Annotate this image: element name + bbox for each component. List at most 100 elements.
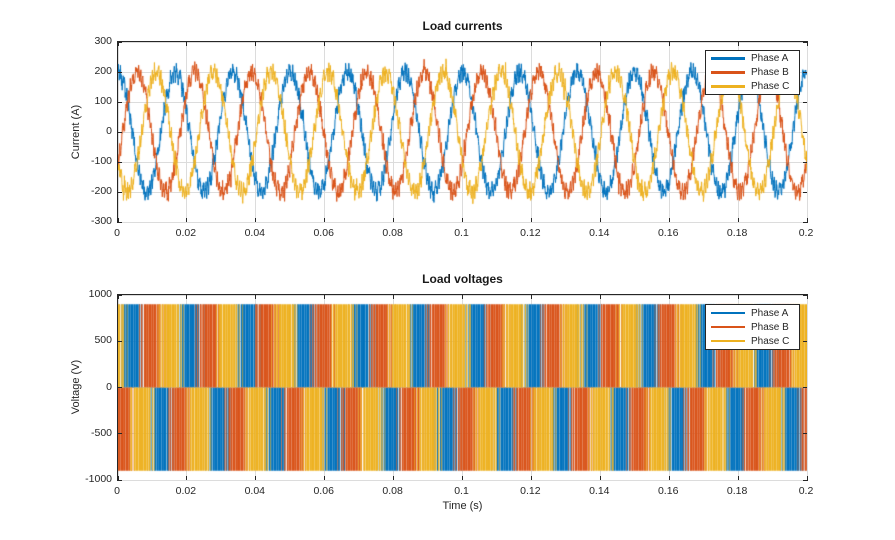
tick-mark (599, 42, 601, 46)
chart-title-load-voltages: Load voltages (422, 272, 503, 286)
legend-load-voltages: Phase A Phase B Phase C (705, 304, 800, 350)
y-tick-label: -500 (90, 426, 112, 439)
tick-mark (118, 294, 122, 296)
tick-mark (186, 218, 188, 222)
tick-mark (668, 476, 670, 480)
tick-mark (117, 476, 119, 480)
tick-mark (462, 218, 463, 222)
x-tick-label: 0.08 (382, 485, 403, 497)
legend-label: Phase A (751, 307, 789, 319)
tick-mark (117, 295, 119, 299)
tick-mark (803, 191, 807, 193)
x-tick-label: 0.08 (382, 227, 403, 239)
phase-a-line-sample (711, 311, 745, 315)
tick-mark (530, 42, 532, 46)
legend-load-currents: Phase A Phase B Phase C (705, 50, 800, 95)
tick-mark (462, 42, 463, 46)
tick-mark (530, 218, 532, 222)
voltages-waveform-canvas (118, 295, 807, 480)
tick-mark (186, 295, 188, 299)
x-tick-label: 0.12 (520, 227, 541, 239)
tick-mark (118, 479, 122, 481)
legend-label: Phase B (751, 321, 789, 333)
tick-mark (255, 476, 257, 480)
phase-b-line-sample (711, 325, 745, 329)
x-tick-label: 0.06 (313, 485, 334, 497)
y-tick-label: 300 (94, 35, 112, 47)
tick-mark (599, 476, 601, 480)
y-axis-label-current: Current (A) (70, 104, 82, 160)
legend-entry-phase-a: Phase A (706, 306, 799, 320)
x-tick-label: 0.1 (454, 227, 469, 239)
tick-mark (737, 295, 739, 299)
tick-mark (806, 476, 808, 480)
x-tick-label: 0.04 (244, 227, 266, 239)
tick-mark (530, 295, 532, 299)
tick-mark (668, 42, 670, 46)
legend-label: Phase B (751, 67, 789, 78)
tick-mark (803, 387, 807, 388)
tick-mark (324, 476, 326, 480)
tick-mark (118, 191, 122, 193)
y-tick-label: 1000 (88, 288, 112, 300)
tick-mark (806, 295, 808, 299)
x-tick-label: 0 (114, 227, 120, 239)
tick-mark (255, 295, 257, 299)
tick-mark (737, 42, 739, 46)
y-tick-label: 200 (94, 65, 112, 77)
legend-label: Phase A (751, 53, 789, 64)
tick-mark (324, 295, 326, 299)
currents-waveform-canvas (118, 42, 807, 222)
tick-mark (255, 218, 257, 222)
tick-mark (737, 218, 739, 222)
tick-mark (393, 295, 395, 299)
phase-a-line-sample (711, 57, 745, 60)
x-tick-label: 0 (114, 485, 120, 497)
tick-mark (803, 340, 807, 342)
y-tick-label: 500 (94, 334, 112, 347)
tick-mark (803, 101, 807, 103)
x-tick-label: 0.14 (589, 485, 610, 497)
x-tick-label: 0.02 (175, 227, 197, 239)
tick-mark (803, 294, 807, 296)
legend-entry-phase-b: Phase B (706, 66, 799, 80)
tick-mark (118, 387, 122, 388)
tick-mark (803, 433, 807, 435)
x-tick-label: 0.2 (798, 227, 814, 239)
tick-mark (393, 42, 395, 46)
tick-mark (668, 218, 670, 222)
tick-mark (803, 221, 807, 223)
x-tick-label: 0.12 (520, 485, 541, 497)
tick-mark (118, 340, 122, 342)
tick-mark (806, 218, 808, 222)
y-tick-label: -100 (90, 155, 112, 167)
tick-mark (599, 218, 601, 222)
x-tick-label: 0.16 (657, 485, 679, 497)
tick-mark (324, 218, 326, 222)
tick-mark (803, 161, 807, 163)
tick-mark (117, 218, 119, 222)
tick-mark (118, 433, 122, 435)
x-tick-label: 0.18 (726, 485, 748, 497)
x-tick-label: 0.14 (589, 227, 610, 239)
tick-mark (803, 41, 807, 43)
tick-mark (668, 295, 670, 299)
tick-mark (393, 218, 395, 222)
tick-mark (118, 101, 122, 103)
tick-mark (186, 476, 188, 480)
legend-entry-phase-a: Phase A (706, 52, 799, 66)
tick-mark (530, 476, 532, 480)
phase-c-line-sample (711, 339, 745, 343)
x-tick-label: 0.06 (313, 227, 334, 239)
legend-entry-phase-c: Phase C (706, 334, 799, 348)
tick-mark (737, 476, 739, 480)
grid-line-horizontal (118, 479, 807, 481)
tick-mark (324, 42, 326, 46)
tick-mark (118, 161, 122, 163)
tick-mark (806, 42, 808, 46)
tick-mark (117, 42, 119, 46)
tick-mark (186, 42, 188, 46)
x-tick-label: 0.1 (454, 485, 469, 497)
y-tick-label: -300 (90, 215, 112, 227)
